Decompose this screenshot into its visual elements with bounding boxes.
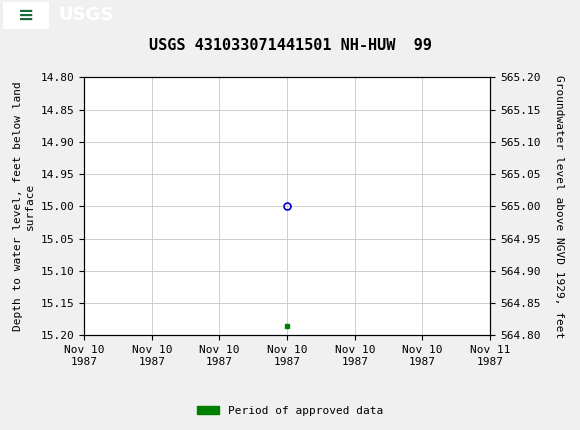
Text: ≡: ≡ xyxy=(18,6,34,25)
Y-axis label: Depth to water level, feet below land
surface: Depth to water level, feet below land su… xyxy=(13,82,35,331)
Y-axis label: Groundwater level above NGVD 1929, feet: Groundwater level above NGVD 1929, feet xyxy=(554,75,564,338)
FancyBboxPatch shape xyxy=(3,2,49,29)
Text: USGS: USGS xyxy=(58,6,113,24)
Text: USGS 431033071441501 NH-HUW  99: USGS 431033071441501 NH-HUW 99 xyxy=(148,38,432,52)
Legend: Period of approved data: Period of approved data xyxy=(193,401,387,420)
